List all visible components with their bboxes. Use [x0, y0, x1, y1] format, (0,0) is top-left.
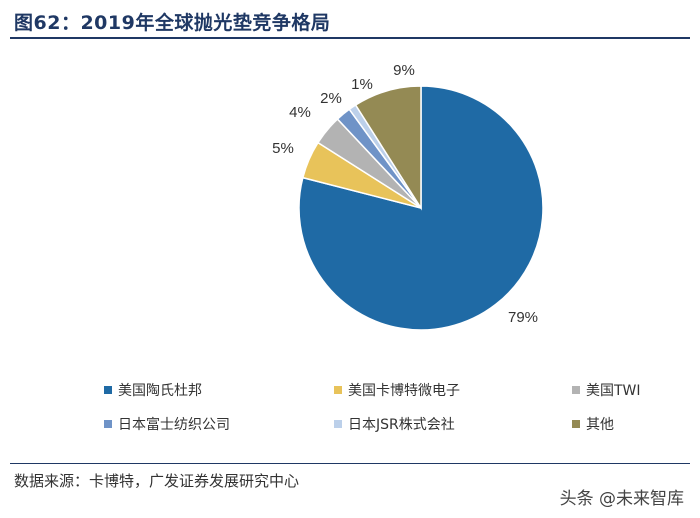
- legend-swatch: [104, 386, 112, 394]
- page-title: 图62：2019年全球抛光垫竞争格局: [14, 12, 331, 34]
- source-divider: [10, 463, 690, 464]
- legend-swatch: [572, 420, 580, 428]
- watermark: 头条 @未来智库: [559, 489, 684, 509]
- data-label: 9%: [393, 62, 415, 79]
- pie-slice: [354, 85, 422, 211]
- data-label: 1%: [351, 76, 373, 93]
- pie-slices: [298, 85, 544, 331]
- legend-swatch: [572, 386, 580, 394]
- legend-item: 日本JSR株式会社: [334, 414, 455, 434]
- legend-item: 美国TWI: [572, 380, 641, 400]
- legend-label: 日本富士纺织公司: [118, 417, 230, 433]
- legend-item: 其他: [572, 414, 614, 434]
- legend-label: 美国陶氏杜邦: [118, 383, 202, 399]
- data-label: 79%: [508, 309, 538, 326]
- data-label: 2%: [320, 90, 342, 107]
- legend-swatch: [334, 420, 342, 428]
- legend-label: 日本JSR株式会社: [348, 417, 455, 433]
- legend-item: 美国陶氏杜邦: [104, 380, 202, 400]
- legend-swatch: [334, 386, 342, 394]
- legend-item: 美国卡博特微电子: [334, 380, 460, 400]
- legend-label: 其他: [586, 417, 614, 433]
- data-label: 5%: [272, 140, 294, 157]
- legend-label: 美国TWI: [586, 383, 641, 399]
- pie-labels: 79% 5% 4% 2% 1% 9%: [272, 62, 538, 326]
- legend-swatch: [104, 420, 112, 428]
- data-label: 4%: [289, 104, 311, 121]
- pie-chart: 79% 5% 4% 2% 1% 9%: [272, 62, 544, 331]
- title-divider: [10, 37, 690, 39]
- legend-item: 日本富士纺织公司: [104, 414, 230, 434]
- source-note: 数据来源：卡博特，广发证券发展研究中心: [14, 472, 300, 490]
- legend-label: 美国卡博特微电子: [348, 383, 460, 399]
